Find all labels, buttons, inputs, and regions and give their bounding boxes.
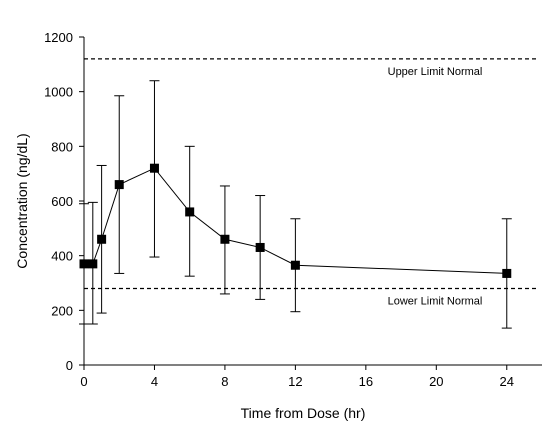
- reference-lines: Upper Limit Normal Lower Limit Normal: [84, 58, 538, 307]
- y-axis-ticks: 0 200 400 600 800 1000 1200: [44, 30, 84, 373]
- x-tick-label: 12: [288, 374, 302, 389]
- y-tick-label: 400: [51, 249, 73, 264]
- x-axis-title: Time from Dose (hr): [241, 405, 366, 421]
- y-tick-label: 800: [51, 139, 73, 154]
- data-point: [185, 207, 195, 217]
- data-point: [290, 260, 300, 270]
- data-markers: [79, 163, 512, 278]
- data-point: [149, 163, 159, 173]
- error-bars: [79, 80, 512, 329]
- y-tick-label: 1200: [44, 30, 73, 45]
- x-tick-label: 0: [80, 374, 87, 389]
- x-tick-label: 4: [151, 374, 158, 389]
- y-tick-label: 0: [66, 358, 73, 373]
- series-line: [84, 167, 507, 274]
- reference-line-label: Lower Limit Normal: [388, 295, 483, 307]
- x-axis-ticks: 0 4 8 12 16 20 24: [80, 365, 514, 389]
- y-axis-title: Concentration (ng/dL): [14, 133, 30, 268]
- x-tick-label: 16: [359, 374, 373, 389]
- x-tick-label: 8: [221, 374, 228, 389]
- x-tick-label: 24: [500, 374, 514, 389]
- reference-line-label: Upper Limit Normal: [388, 66, 483, 78]
- data-point: [114, 180, 124, 190]
- data-point: [88, 259, 98, 269]
- data-point: [255, 242, 265, 252]
- data-point: [97, 234, 107, 244]
- y-tick-label: 600: [51, 194, 73, 209]
- data-point: [220, 234, 230, 244]
- data-point: [502, 268, 512, 278]
- x-tick-label: 20: [429, 374, 443, 389]
- data-point: [79, 259, 89, 269]
- axes: [83, 37, 542, 366]
- series-line-group: [84, 167, 507, 274]
- y-tick-label: 1000: [44, 85, 73, 100]
- y-tick-label: 200: [51, 303, 73, 318]
